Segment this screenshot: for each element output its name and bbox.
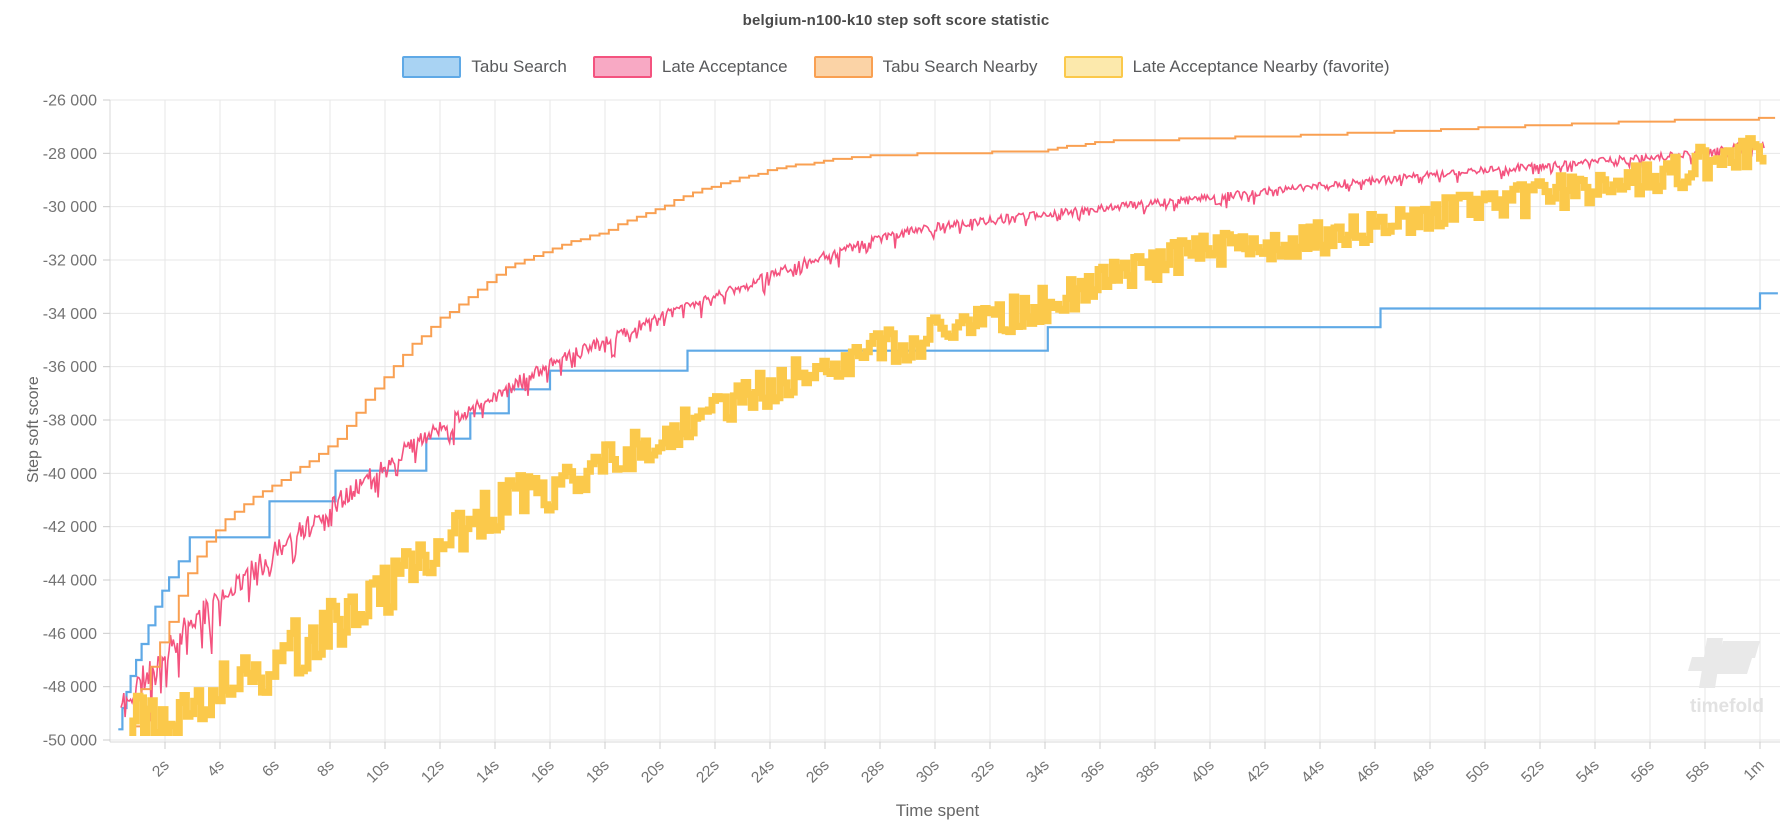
timefold-logo	[1699, 638, 1723, 688]
x-tick-label: 14s	[473, 757, 503, 787]
x-tick-label: 22s	[693, 757, 723, 787]
x-tick-label: 10s	[363, 757, 393, 787]
x-tick-label: 46s	[1353, 757, 1383, 787]
legend-swatch-late-acceptance	[592, 56, 652, 78]
x-tick-label: 1m	[1741, 757, 1768, 784]
x-tick-label: 30s	[913, 757, 943, 787]
legend-label: Late Acceptance	[661, 57, 788, 76]
y-tick-label: -28 000	[43, 146, 97, 163]
x-tick-label: 16s	[528, 757, 558, 787]
x-tick-label: 38s	[1133, 757, 1163, 787]
y-tick-label: -34 000	[43, 306, 97, 323]
legend-swatch-tabu-search	[402, 56, 462, 78]
chart-legend: Tabu Search Late Acceptance Tabu Search Ne…	[0, 56, 1792, 78]
x-tick-label: 36s	[1078, 757, 1108, 787]
x-tick-label: 2s	[149, 757, 173, 781]
x-tick-label: 4s	[204, 757, 228, 781]
x-tick-label: 52s	[1518, 757, 1548, 787]
x-tick-label: 34s	[1023, 757, 1053, 787]
watermark-text: timefold	[1690, 696, 1764, 717]
x-tick-label: 20s	[638, 757, 668, 787]
x-tick-label: 40s	[1188, 757, 1218, 787]
legend-item-tabu-search[interactable]: Tabu Search	[402, 56, 567, 78]
y-axis-title: Step soft score	[25, 376, 42, 483]
x-tick-label: 42s	[1243, 757, 1273, 787]
legend-swatch-tabu-search-nearby	[813, 56, 873, 78]
y-tick-label: -30 000	[43, 199, 97, 216]
x-axis-title: Time spent	[895, 801, 980, 820]
x-tick-label: 50s	[1463, 757, 1493, 787]
gridlines	[109, 99, 1780, 743]
y-tick-label: -26 000	[43, 93, 97, 110]
x-tick-label: 24s	[748, 757, 778, 787]
series-line-tabu-search-nearby	[132, 116, 1776, 728]
x-tick-label: 44s	[1298, 757, 1328, 787]
x-tick-label: 18s	[583, 757, 613, 787]
y-tick-label: -42 000	[43, 519, 97, 536]
y-tick-label: -48 000	[43, 679, 97, 696]
y-tick-label: -46 000	[43, 626, 97, 643]
legend-label: Tabu Search	[471, 57, 567, 76]
series-line-tabu-search	[118, 292, 1778, 731]
legend-label: Tabu Search Nearby	[882, 57, 1038, 76]
x-tick-label: 28s	[858, 757, 888, 787]
x-tick-label: 56s	[1628, 757, 1658, 787]
y-tick-label: -50 000	[43, 733, 97, 750]
series-line-late-acceptance	[120, 140, 1765, 722]
y-tick-label: -38 000	[43, 413, 97, 430]
legend-swatch-late-acceptance-nearby	[1063, 56, 1123, 78]
y-tick-label: -32 000	[43, 253, 97, 270]
x-tick-label: 12s	[418, 757, 448, 787]
series-line-late-acceptance-nearby	[129, 135, 1767, 736]
series-layer	[118, 116, 1778, 736]
x-tick-label: 8s	[314, 757, 338, 781]
timefold-logo	[1718, 641, 1760, 658]
x-tick-label: 58s	[1683, 757, 1713, 787]
timefold-watermark: timefold	[1688, 638, 1764, 717]
y-tick-label: -40 000	[43, 466, 97, 483]
x-tick-label: 6s	[259, 757, 283, 781]
legend-label: Late Acceptance Nearby (favorite)	[1132, 57, 1390, 76]
legend-item-tabu-search-nearby[interactable]: Tabu Search Nearby	[813, 56, 1038, 78]
x-tick-label: 32s	[968, 757, 998, 787]
legend-item-late-acceptance[interactable]: Late Acceptance	[592, 56, 788, 78]
y-tick-label: -36 000	[43, 359, 97, 376]
y-tick-label: -44 000	[43, 573, 97, 590]
timefold-logo	[1713, 658, 1752, 674]
chart-title: belgium-n100-k10 step soft score statist…	[742, 12, 1050, 29]
legend-item-late-acceptance-nearby[interactable]: Late Acceptance Nearby (favorite)	[1063, 56, 1390, 78]
x-tick-label: 54s	[1573, 757, 1603, 787]
x-tick-label: 48s	[1408, 757, 1438, 787]
x-tick-label: 26s	[803, 757, 833, 787]
